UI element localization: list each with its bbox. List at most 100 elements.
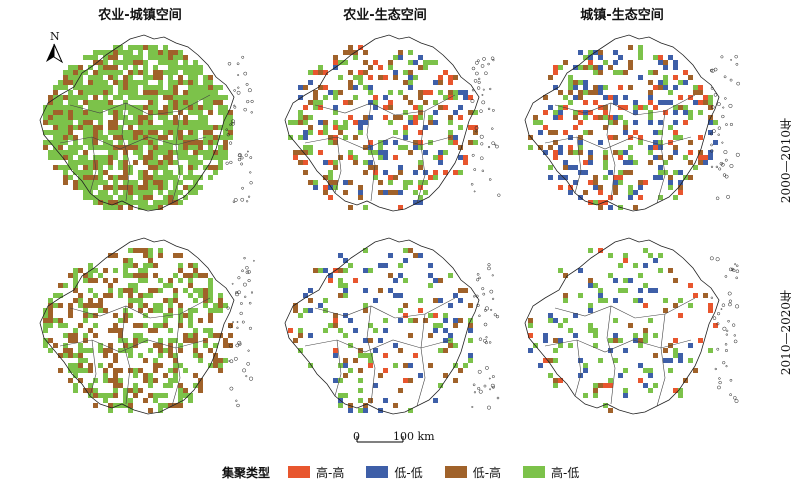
cluster-cell-lh	[108, 100, 113, 105]
island	[480, 64, 485, 68]
cluster-cell-hl	[173, 150, 178, 155]
cluster-cell-lh	[208, 318, 213, 323]
cluster-cell-hl	[218, 293, 223, 298]
cluster-cell-hl	[223, 125, 228, 130]
island	[479, 156, 484, 161]
island	[733, 339, 738, 344]
cluster-cell-hh	[288, 328, 293, 333]
cluster-cell-hl	[363, 205, 368, 210]
cluster-cell-hl	[83, 160, 88, 165]
cluster-cell-lh	[153, 70, 158, 75]
cluster-cell-hl	[563, 95, 568, 100]
cluster-cell-lh	[673, 303, 678, 308]
cluster-cell-ll	[328, 273, 333, 278]
cluster-cell-lh	[213, 165, 218, 170]
cluster-cell-lh	[168, 150, 173, 155]
cluster-cell-hl	[93, 145, 98, 150]
cluster-cell-hl	[53, 115, 58, 120]
cluster-cell-hh	[428, 175, 433, 180]
cluster-cell-hl	[173, 60, 178, 65]
cluster-cell-hh	[453, 170, 458, 175]
cluster-cell-lh	[188, 130, 193, 135]
cluster-cell-hl	[108, 105, 113, 110]
cluster-cell-hl	[548, 318, 553, 323]
cluster-cell-hl	[403, 130, 408, 135]
cluster-cell-hl	[158, 393, 163, 398]
cluster-cell-lh	[623, 70, 628, 75]
cluster-cell-hl	[208, 105, 213, 110]
col-title-1: 农业-生态空间	[343, 8, 427, 23]
cluster-cell-lh	[578, 150, 583, 155]
cluster-cell-hl	[443, 313, 448, 318]
cluster-cell-lh	[453, 75, 458, 80]
cluster-cell-lh	[418, 65, 423, 70]
city-boundary	[574, 136, 582, 194]
cluster-cell-lh	[418, 95, 423, 100]
cluster-cell-lh	[113, 50, 118, 55]
cluster-cell-lh	[168, 155, 173, 160]
cluster-cell-hl	[323, 125, 328, 130]
cluster-cell-lh	[598, 185, 603, 190]
cluster-cell-hl	[463, 363, 468, 368]
cluster-cell-hl	[678, 135, 683, 140]
cluster-cell-ll	[673, 85, 678, 90]
cluster-cell-hl	[153, 100, 158, 105]
cluster-cell-hl	[193, 70, 198, 75]
cluster-cell-lh	[178, 130, 183, 135]
cluster-cell-hh	[568, 145, 573, 150]
cluster-cell-ll	[553, 85, 558, 90]
cluster-cell-lh	[173, 100, 178, 105]
cluster-cell-lh	[468, 140, 473, 145]
cluster-cell-hl	[148, 378, 153, 383]
city-boundary	[59, 339, 207, 353]
cluster-cell-hl	[88, 170, 93, 175]
cluster-cell-hl	[98, 348, 103, 353]
cluster-cell-hl	[168, 328, 173, 333]
cluster-cell-hh	[553, 70, 558, 75]
cluster-cell-hl	[358, 75, 363, 80]
cluster-cell-hl	[93, 293, 98, 298]
cluster-cell-hl	[173, 293, 178, 298]
cluster-cell-lh	[138, 130, 143, 135]
cluster-cell-ll	[678, 170, 683, 175]
island	[729, 393, 732, 397]
cluster-cell-hl	[103, 205, 108, 210]
island	[710, 165, 714, 168]
cluster-cell-hl	[73, 110, 78, 115]
cluster-cell-hl	[118, 200, 123, 205]
cluster-cell-hl	[388, 180, 393, 185]
cluster-cell-hl	[83, 333, 88, 338]
cluster-cell-hl	[293, 120, 298, 125]
island	[733, 334, 736, 337]
cluster-cell-hl	[448, 338, 453, 343]
cluster-cell-lh	[123, 185, 128, 190]
cluster-cell-hl	[553, 383, 558, 388]
city-boundary	[656, 313, 666, 407]
cluster-cell-hl	[123, 190, 128, 195]
cluster-cell-hl	[133, 190, 138, 195]
cluster-cell-hh	[588, 60, 593, 65]
island	[476, 86, 481, 90]
cluster-cell-hl	[63, 283, 68, 288]
island	[732, 268, 736, 272]
cluster-cell-hl	[103, 70, 108, 75]
island	[710, 143, 713, 147]
cluster-cell-lh	[568, 90, 573, 95]
cluster-cell-ll	[563, 175, 568, 180]
cluster-cell-hh	[333, 318, 338, 323]
cluster-cell-hl	[73, 165, 78, 170]
cluster-cell-hl	[343, 60, 348, 65]
cluster-cell-hl	[588, 328, 593, 333]
cluster-cell-hl	[153, 323, 158, 328]
cluster-cell-lh	[358, 348, 363, 353]
cluster-cell-hh	[618, 155, 623, 160]
cluster-cell-hl	[73, 353, 78, 358]
cluster-cell-lh	[613, 135, 618, 140]
cluster-cell-hl	[158, 125, 163, 130]
cluster-cell-ll	[593, 185, 598, 190]
cluster-cell-lh	[143, 373, 148, 378]
cluster-cell-hl	[103, 95, 108, 100]
cluster-cell-ll	[653, 155, 658, 160]
cluster-cell-lh	[668, 155, 673, 160]
cluster-cell-lh	[163, 105, 168, 110]
